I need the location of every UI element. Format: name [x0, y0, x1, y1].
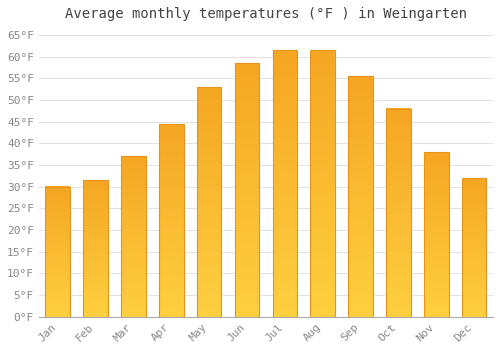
Bar: [159, 124, 184, 317]
Bar: [386, 108, 410, 317]
Bar: [424, 152, 448, 317]
Bar: [462, 178, 486, 317]
Bar: [234, 63, 260, 317]
Title: Average monthly temperatures (°F ) in Weingarten: Average monthly temperatures (°F ) in We…: [65, 7, 467, 21]
Bar: [84, 180, 108, 317]
Bar: [272, 50, 297, 317]
Bar: [310, 50, 335, 317]
Bar: [348, 76, 373, 317]
Bar: [197, 87, 222, 317]
Bar: [121, 156, 146, 317]
Bar: [46, 187, 70, 317]
